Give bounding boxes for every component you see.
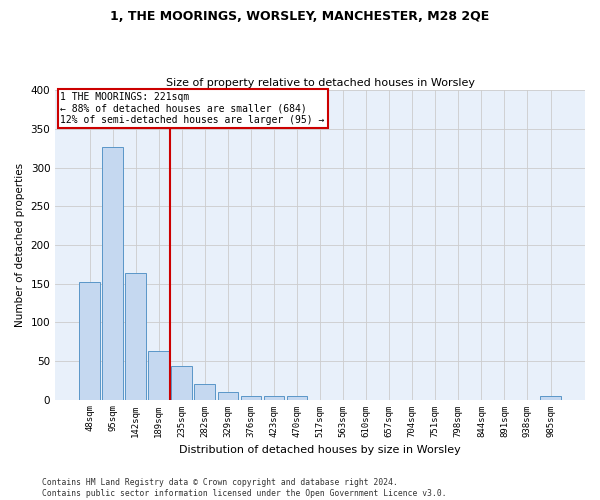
Bar <box>102 146 123 400</box>
Bar <box>263 396 284 400</box>
Text: Contains HM Land Registry data © Crown copyright and database right 2024.
Contai: Contains HM Land Registry data © Crown c… <box>42 478 446 498</box>
Bar <box>172 366 192 400</box>
Text: 1, THE MOORINGS, WORSLEY, MANCHESTER, M28 2QE: 1, THE MOORINGS, WORSLEY, MANCHESTER, M2… <box>110 10 490 23</box>
Bar <box>194 384 215 400</box>
Bar <box>125 272 146 400</box>
Bar <box>540 396 561 400</box>
Bar <box>79 282 100 400</box>
Bar <box>148 351 169 400</box>
Title: Size of property relative to detached houses in Worsley: Size of property relative to detached ho… <box>166 78 475 88</box>
Text: 1 THE MOORINGS: 221sqm
← 88% of detached houses are smaller (684)
12% of semi-de: 1 THE MOORINGS: 221sqm ← 88% of detached… <box>61 92 325 125</box>
Bar <box>241 396 262 400</box>
X-axis label: Distribution of detached houses by size in Worsley: Distribution of detached houses by size … <box>179 445 461 455</box>
Bar <box>218 392 238 400</box>
Y-axis label: Number of detached properties: Number of detached properties <box>15 163 25 327</box>
Bar <box>287 396 307 400</box>
